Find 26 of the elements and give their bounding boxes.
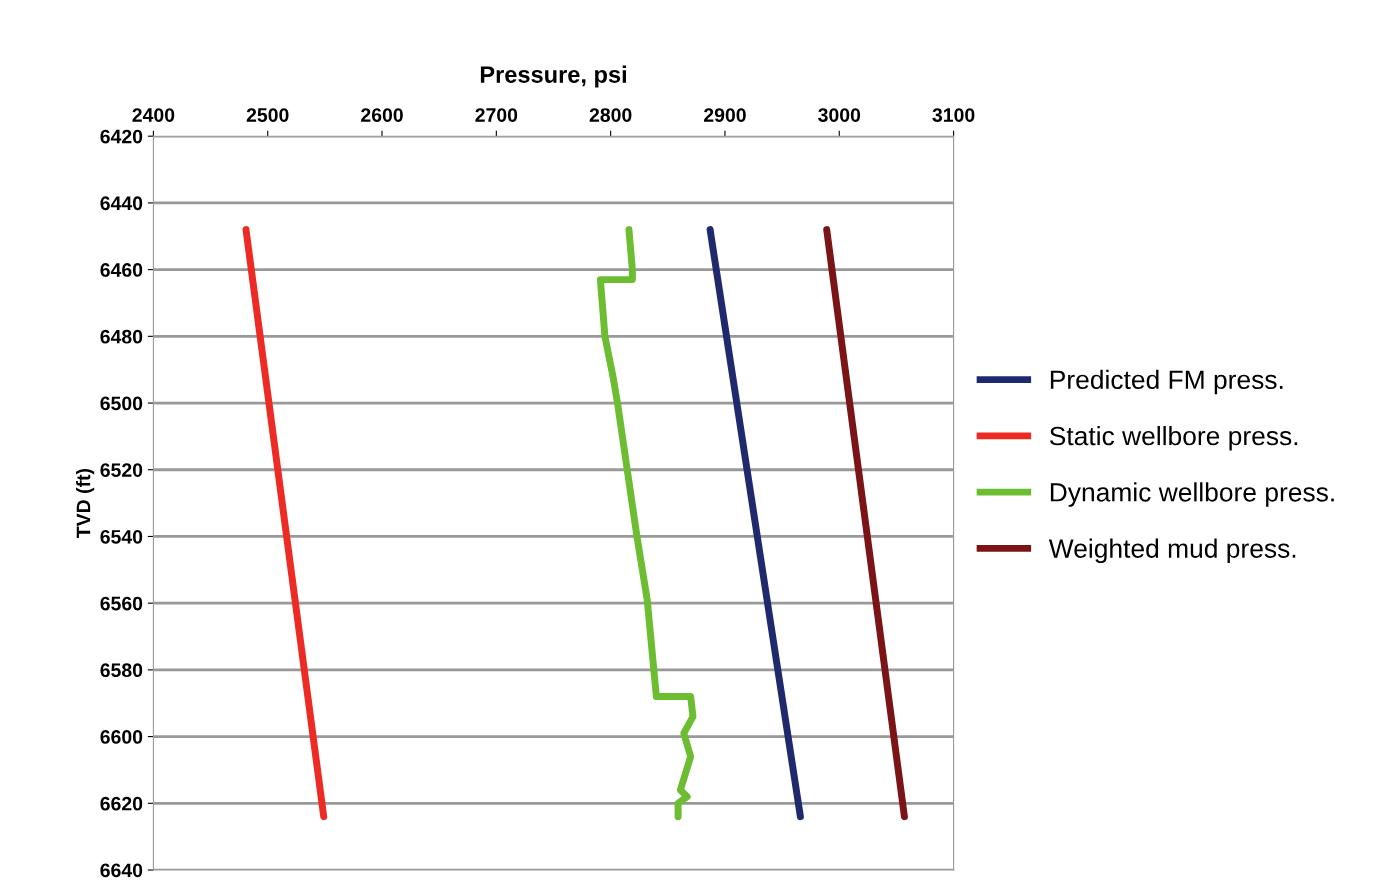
- legend-label: Weighted mud press.: [1048, 538, 1296, 564]
- x-axis-title: Pressure, psi: [480, 65, 626, 88]
- y-tick-label: 6520: [100, 463, 143, 477]
- y-tick-label: 6420: [100, 129, 143, 144]
- x-tick-label: 3100: [932, 108, 975, 122]
- y-tick-label: 6460: [100, 263, 143, 277]
- y-tick-label: 6560: [100, 596, 143, 611]
- x-tick-label: 2600: [361, 108, 403, 122]
- y-tick-label: 6440: [100, 196, 143, 211]
- y-tick-label: 6500: [100, 396, 143, 411]
- y-tick-label: 6580: [100, 663, 143, 678]
- y-tick-label: 6640: [100, 863, 143, 878]
- legend-label: Static wellbore press.: [1049, 425, 1298, 451]
- y-tick-label: 6480: [100, 329, 143, 344]
- y-tick-label: 6620: [100, 796, 143, 811]
- legend-label: Dynamic wellbore press.: [1050, 482, 1334, 507]
- x-tick-label: 2500: [246, 108, 289, 122]
- x-tick-label: 2700: [475, 108, 518, 122]
- x-tick-label: 2900: [704, 108, 746, 122]
- x-tick-label: 3000: [818, 108, 861, 122]
- y-axis-title: TVD (ft): [76, 468, 95, 538]
- x-tick-label: 2400: [132, 108, 175, 122]
- x-tick-label: 2800: [589, 108, 632, 122]
- y-tick-label: 6540: [100, 529, 143, 544]
- y-tick-label: 6600: [100, 730, 143, 744]
- legend-label: Predicted FM press.: [1050, 369, 1283, 395]
